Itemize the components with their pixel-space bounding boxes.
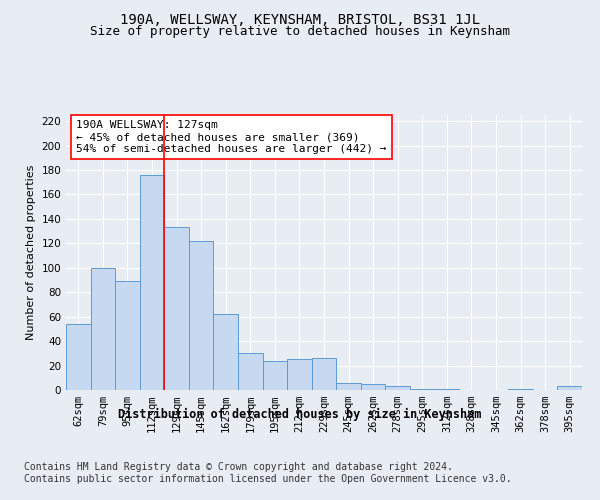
Bar xyxy=(312,358,336,390)
Bar xyxy=(361,384,385,390)
Bar xyxy=(115,281,140,390)
Text: Size of property relative to detached houses in Keynsham: Size of property relative to detached ho… xyxy=(90,25,510,38)
Bar xyxy=(508,389,533,390)
Bar xyxy=(263,360,287,390)
Bar xyxy=(410,389,434,390)
Text: Distribution of detached houses by size in Keynsham: Distribution of detached houses by size … xyxy=(118,408,482,420)
Text: 190A, WELLSWAY, KEYNSHAM, BRISTOL, BS31 1JL: 190A, WELLSWAY, KEYNSHAM, BRISTOL, BS31 … xyxy=(120,12,480,26)
Bar xyxy=(140,175,164,390)
Bar xyxy=(164,228,189,390)
Bar xyxy=(336,382,361,390)
Bar xyxy=(189,241,214,390)
Bar xyxy=(287,360,312,390)
Bar xyxy=(91,268,115,390)
Y-axis label: Number of detached properties: Number of detached properties xyxy=(26,165,36,340)
Bar xyxy=(385,386,410,390)
Bar xyxy=(214,314,238,390)
Bar xyxy=(557,386,582,390)
Bar xyxy=(66,324,91,390)
Bar xyxy=(238,354,263,390)
Text: Contains HM Land Registry data © Crown copyright and database right 2024.
Contai: Contains HM Land Registry data © Crown c… xyxy=(24,462,512,484)
Text: 190A WELLSWAY: 127sqm
← 45% of detached houses are smaller (369)
54% of semi-det: 190A WELLSWAY: 127sqm ← 45% of detached … xyxy=(76,120,387,154)
Bar xyxy=(434,389,459,390)
